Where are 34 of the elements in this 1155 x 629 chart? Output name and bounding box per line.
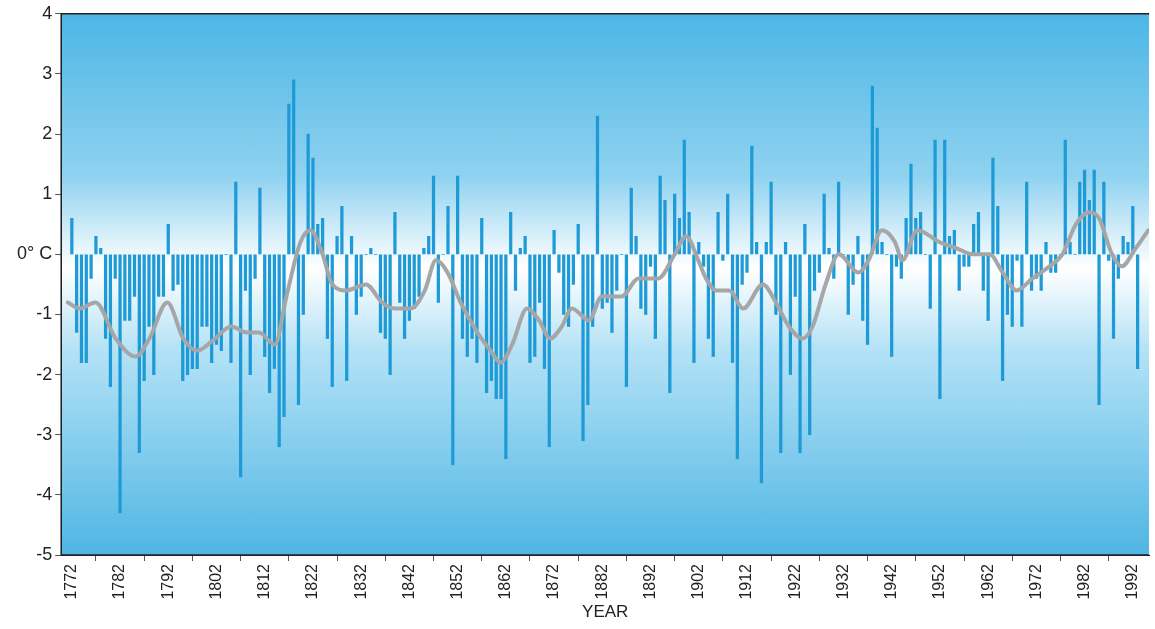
x-tick-label: 1892 — [640, 563, 658, 600]
y-tick-label: -4 — [36, 483, 53, 504]
x-tick-label: 1982 — [1074, 563, 1092, 600]
x-tick-label: 1912 — [737, 563, 755, 600]
x-tick-label: 1922 — [785, 563, 803, 600]
y-tick-label: -2 — [36, 363, 53, 384]
x-tick-label: 1932 — [833, 563, 851, 600]
x-tick-label: 1962 — [978, 563, 996, 600]
y-tick-label: -5 — [36, 543, 53, 564]
x-tick-label: 1782 — [110, 563, 128, 600]
x-tick-label: 1832 — [351, 563, 369, 600]
x-tick-label: 1842 — [399, 563, 417, 600]
y-tick-label: 2 — [42, 123, 53, 144]
x-tick-label: 1852 — [448, 563, 466, 600]
x-tick-label: 1792 — [158, 563, 176, 600]
x-tick-label: 1972 — [1026, 563, 1044, 600]
x-tick-label: 1802 — [206, 563, 224, 600]
x-tick-label: 1822 — [303, 563, 321, 600]
x-tick-label: 1812 — [255, 563, 273, 600]
y-tick-label: 1 — [42, 183, 53, 204]
x-tick-label: 1772 — [62, 563, 80, 600]
y-tick-label: -1 — [36, 303, 53, 324]
x-tick-label: 1902 — [689, 563, 707, 600]
x-tick-label: 1872 — [544, 563, 562, 600]
x-tick-label: 1952 — [930, 563, 948, 600]
x-tick-label: 1862 — [496, 563, 514, 600]
y-tick-label: 0° C — [16, 243, 53, 264]
y-tick-label: -3 — [36, 423, 53, 444]
x-tick-label: 1992 — [1123, 563, 1141, 600]
y-tick-label: 4 — [42, 2, 53, 23]
x-axis-title: YEAR — [582, 602, 629, 622]
x-tick-label: 1942 — [882, 563, 900, 600]
y-tick-label: 3 — [42, 62, 53, 83]
x-tick-label: 1882 — [592, 563, 610, 600]
